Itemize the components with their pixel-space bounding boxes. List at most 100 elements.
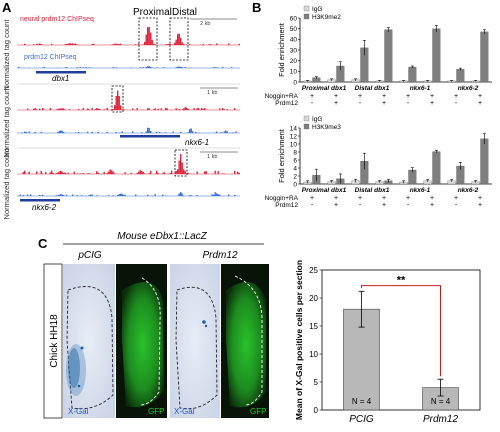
signal-bar [83,173,84,174]
signal-bar [96,195,97,196]
signal-bar [18,67,19,68]
y-tick-label: 25 [309,266,318,275]
signal-bar [135,44,136,45]
condition-row-label: Prdm12 [275,100,298,107]
condition-sign: - [407,202,410,209]
legend-prdm12: prdm12 ChIPseq [24,54,77,61]
signal-bar [209,44,210,45]
signal-bar [228,194,229,196]
scale-text-nkx61: 1 kb [207,90,217,96]
legend-swatch [304,124,309,129]
condition-sign: + [334,93,338,100]
signal-bar [216,44,217,45]
xgal-pcig-image: X-Gal [63,264,115,418]
signal-bar [68,44,69,45]
prdm12-signal-nkx62 [20,192,236,196]
signal-bar [188,173,189,174]
signal-bar [69,43,70,45]
signal-bar [42,195,43,196]
y-tick-label: 12 [290,133,298,140]
signal-bar [107,132,108,133]
signal-bar [150,171,151,174]
signal-bar [234,171,235,174]
bar-h3k9me3 [481,139,489,184]
gene-model-nkx62 [20,199,60,202]
signal-bar [51,171,52,174]
signal-bar [149,128,150,133]
signal-bar [35,132,36,133]
signal-bar [231,67,232,68]
y-tick-label: 0 [293,79,297,86]
condition-sign: + [478,202,482,209]
signal-bar [62,131,63,133]
legend-label: H3K9me3 [312,124,341,131]
signal-bar [146,67,147,68]
n-label: N = 4 [352,397,372,406]
signal-bar [62,108,63,110]
signal-bar [146,132,147,133]
signal-bar [42,108,43,110]
legend-swatch [304,6,309,11]
signal-bar [183,169,184,174]
legend-swatch [304,14,309,19]
signal-bar [164,67,165,68]
signal-bar [36,109,37,110]
signal-bar [36,171,37,174]
gene-name-dbx1: dbx1 [52,74,69,83]
signal-bar [180,192,181,196]
signal-bar [147,66,148,68]
legend-label: IgG [312,6,322,13]
group-label: nkx6-2 [458,85,479,92]
signal-bar [89,195,90,196]
signal-bar [153,109,154,110]
condition-sign: + [430,93,434,100]
condition-sign: - [359,100,362,107]
signal-bar [65,173,66,174]
signal-bar [138,172,139,174]
signal-bar [27,109,28,110]
signal-bar [216,131,217,133]
signal-bar [222,67,223,68]
signal-bar [192,131,193,133]
signal-bar [96,108,97,110]
legend-swatch [304,116,309,121]
x-category-label: Prdm12 [423,414,458,425]
group-label: Distal dbx1 [355,187,390,194]
signal-bar [219,108,220,110]
prdm12-signal-dbx1 [18,66,232,68]
signal-bar [213,195,214,196]
prdm12-signal-nkx61 [21,128,237,133]
signal-bar [147,108,148,110]
signal-bar [203,44,204,45]
signal-bar [156,132,157,133]
condition-sign: + [406,93,410,100]
signal-bar [182,67,183,68]
condition-sign: + [406,195,410,202]
signal-bar [60,131,61,133]
signal-bar [51,44,52,45]
signal-bar [39,195,40,196]
signal-bar [150,131,151,133]
signal-bar [50,108,51,110]
condition-sign: + [310,93,314,100]
signal-bar [114,105,115,110]
signal-bar [80,67,81,68]
condition-sign: - [455,100,458,107]
signal-bar [167,108,168,110]
gene-name-nkx61: nkx6-1 [185,138,209,147]
panel-a: A Proximal Distal Normalized tag count N… [2,0,240,219]
signal-bar [141,171,142,174]
signal-bar [147,27,148,45]
y-axis-label: Mean of X-Gal positive cells per section [294,260,304,420]
signal-bar [92,44,93,45]
signal-bar [146,35,147,45]
signal-bar [234,108,235,110]
signal-bar [216,193,217,196]
signal-bar [122,194,123,196]
signal-bar [170,44,171,45]
signal-bar [222,108,223,110]
signal-bar [183,195,184,196]
